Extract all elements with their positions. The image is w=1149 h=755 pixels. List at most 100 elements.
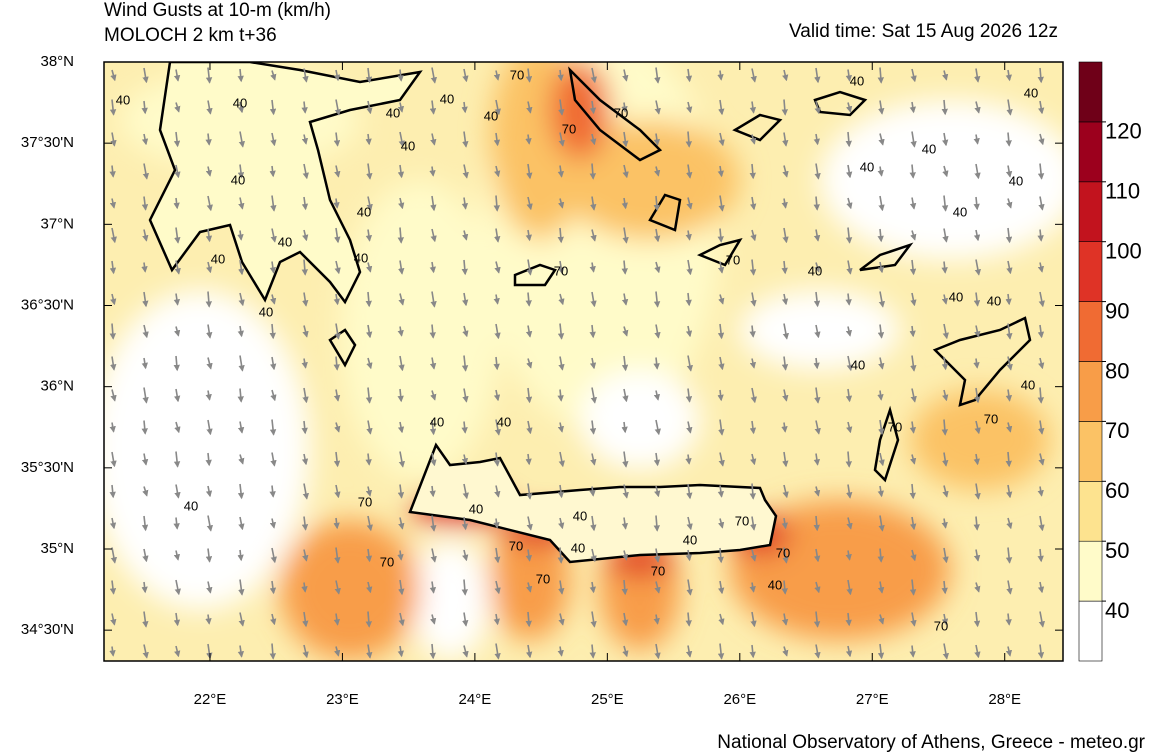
wind-arrow — [557, 484, 565, 499]
colorbar-box — [1078, 61, 1103, 123]
wind-arrow — [525, 387, 533, 404]
wind-arrow — [622, 388, 629, 403]
wind-arrow — [142, 548, 149, 563]
wind-arrow — [782, 69, 789, 82]
wind-arrow — [1005, 227, 1013, 244]
wind-arrow — [397, 164, 405, 179]
wind-arrow — [494, 228, 501, 243]
wind-arrow — [109, 198, 117, 209]
wind-arrow — [750, 453, 757, 466]
wind-arrow — [942, 547, 949, 564]
wind-arrow — [430, 291, 437, 308]
wind-arrow — [365, 453, 372, 466]
wind-arrow — [845, 227, 853, 244]
wind-arrow — [557, 323, 565, 340]
contour-label: 70 — [562, 121, 576, 136]
y-tick-label: 37°N — [40, 215, 74, 232]
wind-arrow — [942, 452, 949, 467]
wind-arrow — [846, 355, 853, 372]
wind-arrow — [173, 326, 181, 337]
wind-arrow — [493, 389, 501, 402]
wind-arrow — [590, 291, 597, 308]
wind-arrow — [686, 164, 693, 179]
wind-arrow — [237, 421, 245, 434]
wind-arrow — [206, 357, 213, 370]
wind-arrow — [877, 390, 884, 401]
wind-arrow — [685, 549, 692, 562]
wind-arrow — [110, 547, 118, 564]
wind-arrow — [782, 227, 789, 244]
wind-arrow — [877, 485, 884, 498]
wind-arrow — [814, 420, 821, 435]
wind-arrow — [1005, 165, 1013, 178]
wind-arrow — [429, 324, 436, 339]
wind-arrow — [526, 516, 533, 531]
wind-arrow — [333, 646, 341, 657]
wind-arrow — [494, 580, 501, 595]
wind-arrow — [717, 165, 724, 178]
wind-arrow — [877, 581, 885, 594]
wind-arrow — [878, 452, 885, 467]
wind-arrow — [942, 323, 949, 340]
wind-arrow — [814, 581, 821, 594]
wind-arrow — [365, 291, 372, 308]
wind-arrow — [749, 582, 756, 593]
wind-arrow — [654, 261, 661, 274]
wind-arrow — [525, 134, 532, 145]
wind-arrow — [109, 422, 116, 433]
wind-arrow — [781, 517, 788, 530]
wind-arrow — [493, 294, 500, 305]
wind-arrow — [782, 484, 789, 499]
wind-arrow — [621, 517, 629, 530]
wind-arrow — [525, 292, 532, 307]
wind-arrow — [109, 260, 117, 275]
wind-arrow — [429, 643, 436, 660]
wind-arrow — [174, 388, 181, 403]
wind-arrow — [1005, 69, 1012, 82]
wind-arrow — [910, 230, 917, 241]
wind-arrow — [749, 325, 756, 338]
wind-arrow — [589, 581, 596, 594]
wind-arrow — [142, 387, 149, 404]
wind-arrow — [845, 69, 853, 82]
wind-arrow — [141, 100, 148, 115]
wind-arrow — [205, 548, 213, 563]
wind-arrow — [589, 324, 596, 339]
wind-arrow — [878, 195, 885, 212]
wind-arrow — [814, 324, 821, 339]
wind-arrow — [973, 611, 981, 628]
wind-arrow — [653, 166, 661, 177]
wind-arrow — [397, 645, 404, 658]
wind-arrow — [142, 229, 149, 242]
wind-arrow — [717, 261, 725, 274]
wind-arrow — [750, 229, 757, 242]
wind-arrow — [718, 613, 725, 626]
wind-arrow — [558, 260, 565, 275]
wind-arrow — [1037, 387, 1044, 404]
wind-arrow — [589, 262, 596, 273]
wind-arrow — [430, 67, 438, 84]
wind-arrow — [397, 550, 404, 561]
wind-arrow — [238, 579, 245, 596]
contour-label: 40 — [401, 138, 415, 153]
wind-arrow — [461, 421, 468, 434]
wind-arrow — [302, 68, 309, 83]
wind-arrow — [782, 547, 789, 564]
wind-arrow — [1037, 548, 1044, 563]
colorbar-box — [1078, 540, 1103, 602]
wind-arrow — [782, 451, 789, 468]
contour-label: 70 — [888, 419, 902, 434]
wind-arrow — [461, 355, 469, 372]
wind-arrow — [462, 645, 469, 658]
colorbar-box — [1078, 241, 1103, 302]
wind-arrow — [845, 388, 853, 403]
wind-arrow — [941, 195, 949, 212]
wind-arrow — [878, 614, 885, 625]
contour-label: 40 — [211, 251, 225, 266]
wind-arrow — [142, 611, 149, 628]
wind-arrow — [269, 419, 277, 436]
wind-arrow — [878, 133, 885, 146]
wind-arrow — [493, 132, 501, 147]
wind-arrow — [494, 485, 501, 498]
wind-arrow — [173, 612, 181, 627]
